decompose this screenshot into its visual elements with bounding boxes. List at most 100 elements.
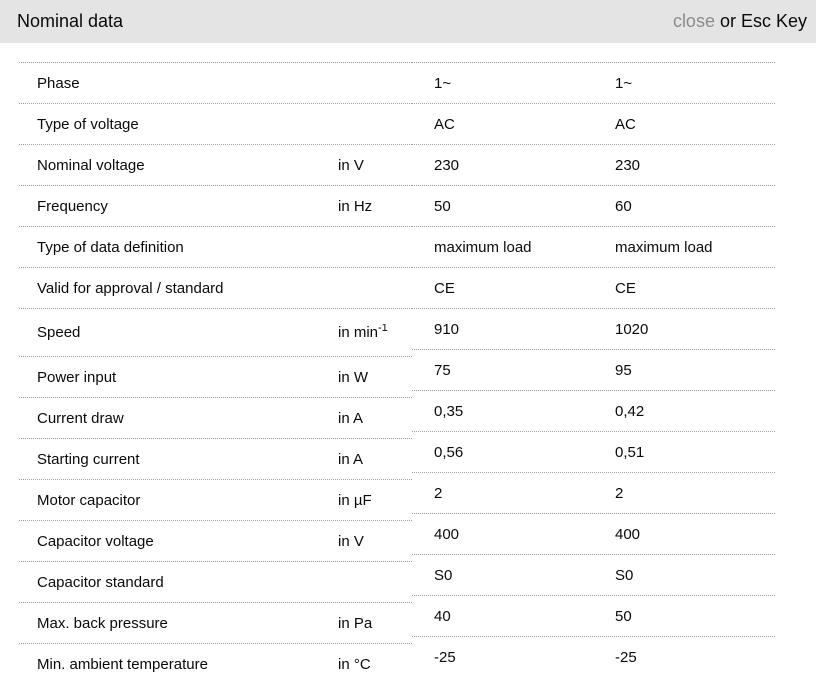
value-cell-1: 40 xyxy=(434,607,451,625)
unit-text: in V xyxy=(338,156,364,174)
spec-row: Nominal voltage in V xyxy=(19,144,412,185)
value-cell-2: S0 xyxy=(615,566,634,584)
spec-table: Phase Type of voltage Nominal voltage in V F… xyxy=(19,62,816,684)
row-unit: in Hz xyxy=(338,198,412,215)
row-unit: in A xyxy=(338,410,412,427)
row-label: Min. ambient temperature xyxy=(37,655,208,673)
unit-text: in A xyxy=(338,409,364,427)
row-unit: in µF xyxy=(338,492,412,509)
spec-row: Power input in W xyxy=(19,356,412,397)
value-cell-2: 0,51 xyxy=(615,443,645,461)
dialog-title: Nominal data xyxy=(17,11,124,31)
close-hint-text: or Esc Key xyxy=(719,11,807,31)
row-unit: in min-1 xyxy=(338,324,412,341)
value-cell-2: 95 xyxy=(615,361,632,379)
value-cell-1: 0,35 xyxy=(434,402,464,420)
row-label: Current draw xyxy=(37,409,124,427)
value-cell-1: 50 xyxy=(434,197,451,215)
spec-row: Current draw in A xyxy=(19,397,412,438)
value-row: 910 1020 xyxy=(412,308,775,349)
value-cell-1: -25 xyxy=(434,648,456,666)
value-cell-2: CE xyxy=(615,279,636,297)
row-label: Capacitor voltage xyxy=(37,532,154,550)
row-label: Nominal voltage xyxy=(37,156,145,174)
unit-text: in µF xyxy=(338,491,372,509)
row-label: Type of data definition xyxy=(37,238,184,256)
row-label: Capacitor standard xyxy=(37,573,164,591)
spec-row: Type of data definition xyxy=(19,226,412,267)
value-row: S0 S0 xyxy=(412,554,775,595)
value-cell-1: AC xyxy=(434,115,455,133)
value-row: -25 -25 xyxy=(412,636,775,677)
value-cell-2: 0,42 xyxy=(615,402,645,420)
row-unit: in Pa xyxy=(338,615,412,632)
spec-row: Motor capacitor in µF xyxy=(19,479,412,520)
value-row: 1~ 1~ xyxy=(412,62,775,103)
close-link[interactable]: close xyxy=(672,11,715,31)
value-cell-2: 400 xyxy=(615,525,641,543)
spec-row: Min. ambient temperature in °C xyxy=(19,643,412,684)
dialog-header: Nominal data close or Esc Key xyxy=(0,0,816,43)
row-label: Starting current xyxy=(37,450,140,468)
value-cell-1: 0,56 xyxy=(434,443,464,461)
value-row: 0,35 0,42 xyxy=(412,390,775,431)
row-unit: in A xyxy=(338,451,412,468)
spec-row: Phase xyxy=(19,62,412,103)
row-label: Valid for approval / standard xyxy=(37,279,224,297)
unit-text: in min xyxy=(338,324,379,341)
values-column: 1~ 1~ AC AC 230 230 50 60 maximum load maximum lo… xyxy=(412,62,775,677)
row-label: Phase xyxy=(37,74,80,92)
dialog-close-area: close or Esc Key xyxy=(673,11,807,32)
value-cell-2: 2 xyxy=(615,484,624,502)
spec-row: Starting current in A xyxy=(19,438,412,479)
value-cell-2: maximum load xyxy=(615,238,713,256)
spec-row: Speed in min-1 xyxy=(19,308,412,356)
value-cell-2: 1020 xyxy=(615,320,649,338)
value-cell-1: 75 xyxy=(434,361,451,379)
value-cell-2: AC xyxy=(615,115,636,133)
unit-text: in °C xyxy=(338,655,371,673)
spec-row: Capacitor standard xyxy=(19,561,412,602)
unit-text: in W xyxy=(338,368,368,386)
value-row: 0,56 0,51 xyxy=(412,431,775,472)
unit-text: in Pa xyxy=(338,614,373,632)
value-cell-2: 1~ xyxy=(615,74,633,92)
value-cell-1: 230 xyxy=(434,156,460,174)
row-unit: in V xyxy=(338,533,412,550)
value-row: CE CE xyxy=(412,267,775,308)
value-cell-2: 230 xyxy=(615,156,641,174)
value-cell-1: 400 xyxy=(434,525,460,543)
row-label: Motor capacitor xyxy=(37,491,141,509)
value-cell-2: 50 xyxy=(615,607,632,625)
unit-text: in A xyxy=(338,450,364,468)
value-cell-2: 60 xyxy=(615,197,632,215)
value-cell-2: -25 xyxy=(615,648,637,666)
value-cell-1: 910 xyxy=(434,320,460,338)
row-label: Max. back pressure xyxy=(37,614,168,632)
row-unit: in W xyxy=(338,369,412,386)
value-row: 50 60 xyxy=(412,185,775,226)
value-row: AC AC xyxy=(412,103,775,144)
spec-row: Max. back pressure in Pa xyxy=(19,602,412,643)
value-cell-1: 1~ xyxy=(434,74,452,92)
unit-text: in Hz xyxy=(338,197,373,215)
unit-text: in V xyxy=(338,532,364,550)
spec-row: Frequency in Hz xyxy=(19,185,412,226)
value-row: 400 400 xyxy=(412,513,775,554)
spec-row: Valid for approval / standard xyxy=(19,267,412,308)
unit-superscript: -1 xyxy=(378,324,388,334)
row-label: Frequency xyxy=(37,197,108,215)
row-label: Type of voltage xyxy=(37,115,139,133)
row-label: Power input xyxy=(37,368,117,386)
spec-row: Capacitor voltage in V xyxy=(19,520,412,561)
value-cell-1: CE xyxy=(434,279,455,297)
row-unit: in V xyxy=(338,157,412,174)
labels-column: Phase Type of voltage Nominal voltage in V F… xyxy=(19,62,412,684)
value-cell-1: 2 xyxy=(434,484,443,502)
value-row: 75 95 xyxy=(412,349,775,390)
value-row: 230 230 xyxy=(412,144,775,185)
spec-row: Type of voltage xyxy=(19,103,412,144)
value-cell-1: S0 xyxy=(434,566,453,584)
